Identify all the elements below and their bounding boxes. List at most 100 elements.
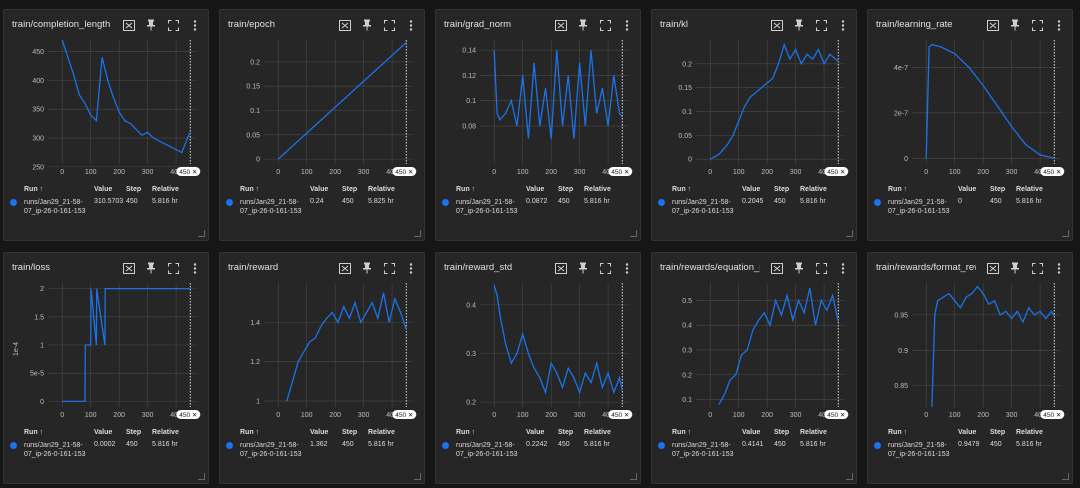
line-chart[interactable]: 0 100 200 300 400 0.08 0.1 0.12 0.14 450 ✕ [440,36,638,182]
value-column-header[interactable]: Value [742,186,761,193]
fullscreen-icon[interactable] [1030,261,1044,275]
more-vert-icon[interactable] [404,261,418,275]
resize-handle[interactable] [1062,473,1069,480]
line-chart[interactable]: 0 100 200 300 400 0.1 0.2 0.3 0.4 0.5 450 ✕ [656,279,854,425]
relative-column-header[interactable]: Relative [1016,429,1043,436]
run-column-header[interactable]: Run ↑ [456,429,476,436]
fullscreen-icon[interactable] [166,18,180,32]
step-column-header[interactable]: Step [774,429,790,436]
step-column-header[interactable]: Step [342,186,358,193]
more-vert-icon[interactable] [1052,261,1066,275]
value-column-header[interactable]: Value [742,429,761,436]
pin-icon[interactable] [144,18,158,32]
value-column-header[interactable]: Value [526,186,545,193]
relative-column-header[interactable]: Relative [584,186,611,193]
relative-column-header[interactable]: Relative [1016,186,1043,193]
run-column-header[interactable]: Run ↑ [456,186,476,193]
relative-column-header[interactable]: Relative [584,429,611,436]
fullscreen-icon[interactable] [166,261,180,275]
step-column-header[interactable]: Step [558,429,574,436]
fit-to-domain-icon[interactable] [554,18,568,32]
run-column-header[interactable]: Run ↑ [240,429,260,436]
more-vert-icon[interactable] [404,18,418,32]
resize-handle[interactable] [846,230,853,237]
relative-column-header[interactable]: Relative [800,186,827,193]
run-column-header[interactable]: Run ↑ [888,429,908,436]
step-column-header[interactable]: Step [990,429,1006,436]
fit-to-domain-icon[interactable] [122,18,136,32]
resize-handle[interactable] [198,230,205,237]
fullscreen-icon[interactable] [814,261,828,275]
fit-to-domain-icon[interactable] [770,261,784,275]
relative-column-header[interactable]: Relative [800,429,827,436]
more-vert-icon[interactable] [188,261,202,275]
value-column-header[interactable]: Value [310,186,329,193]
more-vert-icon[interactable] [836,261,850,275]
pin-icon[interactable] [1008,261,1022,275]
resize-handle[interactable] [198,473,205,480]
resize-handle[interactable] [846,473,853,480]
pin-icon[interactable] [576,261,590,275]
fullscreen-icon[interactable] [598,261,612,275]
fit-to-domain-icon[interactable] [338,261,352,275]
more-vert-icon[interactable] [620,261,634,275]
pin-icon[interactable] [360,261,374,275]
value-column-header[interactable]: Value [526,429,545,436]
run-column-header[interactable]: Run ↑ [888,186,908,193]
value-column-header[interactable]: Value [310,429,329,436]
more-vert-icon[interactable] [1052,18,1066,32]
line-chart[interactable]: 0 100 200 300 400 0.2 0.3 0.4 450 ✕ [440,279,638,425]
step-column-header[interactable]: Step [342,429,358,436]
pin-icon[interactable] [576,18,590,32]
relative-column-header[interactable]: Relative [368,186,395,193]
pin-icon[interactable] [792,261,806,275]
value-column-header[interactable]: Value [94,429,113,436]
fit-to-domain-icon[interactable] [554,261,568,275]
fit-to-domain-icon[interactable] [986,18,1000,32]
fit-to-domain-icon[interactable] [986,261,1000,275]
resize-handle[interactable] [414,230,421,237]
run-column-header[interactable]: Run ↑ [672,186,692,193]
fit-to-domain-icon[interactable] [122,261,136,275]
line-chart[interactable]: 0 100 200 300 400 1 1.2 1.4 450 ✕ [224,279,422,425]
fit-to-domain-icon[interactable] [338,18,352,32]
run-column-header[interactable]: Run ↑ [672,429,692,436]
resize-handle[interactable] [414,473,421,480]
step-column-header[interactable]: Step [990,186,1006,193]
value-column-header[interactable]: Value [94,186,113,193]
resize-handle[interactable] [630,473,637,480]
value-column-header[interactable]: Value [958,186,977,193]
relative-column-header[interactable]: Relative [368,429,395,436]
resize-handle[interactable] [1062,230,1069,237]
pin-icon[interactable] [792,18,806,32]
relative-column-header[interactable]: Relative [152,186,179,193]
step-column-header[interactable]: Step [774,186,790,193]
run-column-header[interactable]: Run ↑ [24,186,44,193]
fullscreen-icon[interactable] [382,18,396,32]
pin-icon[interactable] [360,18,374,32]
step-column-header[interactable]: Step [126,429,142,436]
run-column-header[interactable]: Run ↑ [24,429,44,436]
fullscreen-icon[interactable] [814,18,828,32]
relative-column-header[interactable]: Relative [152,429,179,436]
line-chart[interactable]: 0 100 200 300 400 0.85 0.9 0.95 450 ✕ [872,279,1070,425]
fullscreen-icon[interactable] [382,261,396,275]
more-vert-icon[interactable] [188,18,202,32]
step-column-header[interactable]: Step [558,186,574,193]
more-vert-icon[interactable] [836,18,850,32]
pin-icon[interactable] [1008,18,1022,32]
run-column-header[interactable]: Run ↑ [240,186,260,193]
line-chart[interactable]: 0 100 200 300 400 0 0.05 0.1 0.15 0.2 450 ✕ [224,36,422,182]
fullscreen-icon[interactable] [1030,18,1044,32]
line-chart[interactable]: 0 100 200 300 400 0 2e-7 4e-7 450 ✕ [872,36,1070,182]
value-column-header[interactable]: Value [958,429,977,436]
fit-to-domain-icon[interactable] [770,18,784,32]
resize-handle[interactable] [630,230,637,237]
fullscreen-icon[interactable] [598,18,612,32]
line-chart[interactable]: 0 100 200 300 400 0 5e-5 1 1.5 2 1e-4 450 ✕ [8,279,206,425]
line-chart[interactable]: 0 100 200 300 400 0 0.05 0.1 0.15 0.2 450 ✕ [656,36,854,182]
pin-icon[interactable] [144,261,158,275]
step-column-header[interactable]: Step [126,186,142,193]
line-chart[interactable]: 0 100 200 300 400 250 300 350 400 450 450 ✕ [8,36,206,182]
more-vert-icon[interactable] [620,18,634,32]
